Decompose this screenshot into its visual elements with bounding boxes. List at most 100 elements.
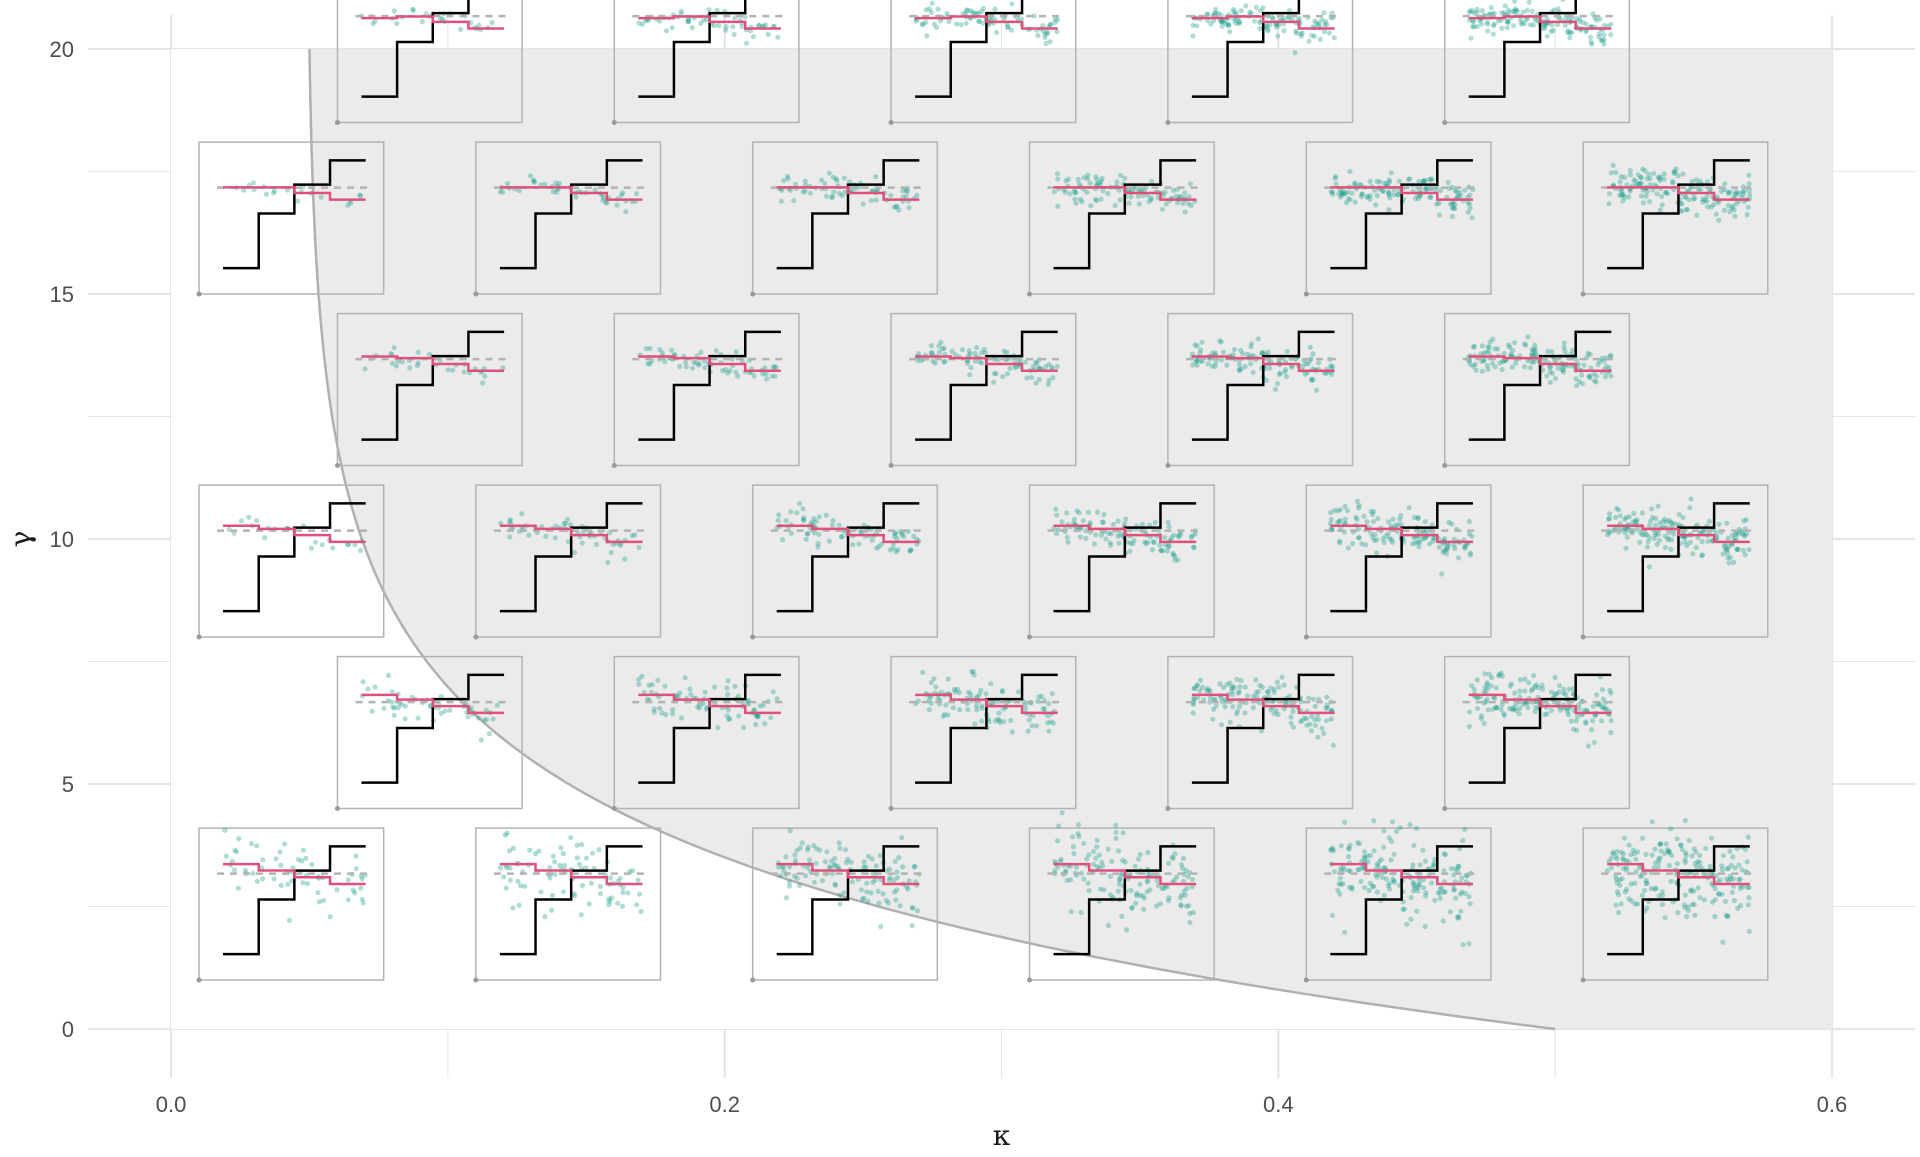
inset-point	[1264, 689, 1271, 695]
inset-point	[1583, 719, 1589, 725]
inset-point	[756, 22, 762, 28]
inset-point	[1315, 22, 1321, 28]
inset-point	[971, 672, 977, 678]
inset-point	[553, 180, 559, 186]
inset-origin-dot	[1165, 806, 1171, 811]
inset-point	[1115, 848, 1121, 854]
inset-point	[793, 181, 799, 187]
inset-point	[920, 669, 926, 676]
inset-point	[1744, 212, 1750, 218]
inset-point	[1657, 207, 1663, 213]
inset-point	[1727, 848, 1733, 854]
inset-point	[1586, 373, 1592, 379]
inset-point	[1631, 850, 1637, 857]
inset-point	[1158, 548, 1164, 554]
inset-point	[489, 19, 495, 26]
inset-fitted-step	[1607, 524, 1750, 544]
inset-point	[229, 858, 236, 865]
inset-point	[1644, 189, 1650, 195]
inset-point	[873, 863, 879, 869]
inset-point	[1008, 717, 1014, 724]
inset-point	[781, 177, 787, 184]
inset-point	[1085, 176, 1091, 182]
inset-point	[273, 856, 279, 862]
inset-point	[713, 348, 720, 354]
inset-point	[983, 691, 989, 697]
inset-point	[1390, 819, 1396, 825]
inset-point	[1519, 21, 1525, 27]
inset-point	[1490, 31, 1496, 37]
inset-point	[1708, 835, 1715, 841]
inset-point	[1361, 513, 1367, 519]
inset-point	[1683, 206, 1689, 212]
inset-fitted-step	[915, 15, 1058, 30]
inset-point	[776, 512, 782, 518]
inset-border	[1167, 655, 1354, 810]
inset-point	[1100, 519, 1106, 526]
inset-point	[1547, 364, 1553, 370]
inset-point	[736, 713, 742, 719]
inset-point	[1674, 836, 1680, 842]
inset-point	[1092, 196, 1099, 202]
inset-point	[1671, 170, 1677, 176]
inset-point	[362, 366, 368, 372]
inset-point	[1486, 671, 1492, 677]
inset-point	[1563, 691, 1569, 697]
inset-point	[566, 539, 572, 545]
inset-point	[1716, 891, 1722, 897]
inset-point	[1604, 363, 1610, 369]
inset-point	[1122, 175, 1128, 181]
inset-point	[1408, 916, 1414, 922]
inset-point	[1416, 882, 1422, 888]
inset-point	[1352, 180, 1358, 186]
inset-point	[1552, 375, 1558, 382]
inset-point	[1304, 716, 1310, 722]
inset-point	[1599, 718, 1605, 724]
inset-point	[831, 863, 838, 869]
inset-point	[693, 360, 699, 366]
inset-point	[1084, 856, 1090, 862]
inset-point	[1498, 670, 1504, 676]
inset-truth-step	[361, 330, 505, 441]
inset-point	[732, 683, 738, 689]
inset-point	[1745, 204, 1751, 210]
inset-point	[1591, 378, 1598, 384]
inset-point	[928, 350, 934, 356]
inset-fitted-step	[1191, 693, 1335, 715]
inset-point	[1606, 515, 1612, 522]
inset-point	[615, 878, 621, 884]
inset-point	[1124, 927, 1130, 933]
inset-point	[1726, 543, 1732, 549]
inset-point	[552, 859, 558, 865]
inset-point	[1242, 363, 1248, 370]
inset-point	[864, 889, 870, 895]
inset-r4-c5	[1580, 141, 1769, 297]
inset-point	[792, 873, 798, 879]
inset-point	[1560, 0, 1566, 2]
inset-point	[1220, 684, 1227, 691]
inset-point	[924, 33, 930, 39]
inset-point	[1030, 363, 1036, 369]
inset-point	[1452, 866, 1458, 872]
inset-origin-dot	[1303, 291, 1309, 297]
inset-point	[1169, 854, 1175, 860]
inset-point	[996, 710, 1002, 716]
inset-point	[232, 847, 238, 853]
inset-point	[1224, 362, 1230, 368]
inset-point	[522, 883, 528, 889]
inset-point	[841, 175, 847, 181]
inset-point	[1362, 858, 1368, 865]
inset-point	[1607, 530, 1613, 536]
inset-point	[1612, 514, 1619, 521]
inset-point	[536, 848, 542, 854]
inset-truth-step	[1607, 159, 1750, 270]
inset-point	[606, 902, 612, 908]
inset-point	[1343, 200, 1349, 206]
inset-origin-dot	[334, 806, 340, 811]
inset-point	[1229, 685, 1235, 691]
inset-point	[629, 533, 635, 539]
inset-point	[1277, 370, 1283, 376]
inset-point	[1249, 341, 1255, 347]
inset-point	[1621, 526, 1628, 533]
inset-point	[1212, 363, 1218, 369]
